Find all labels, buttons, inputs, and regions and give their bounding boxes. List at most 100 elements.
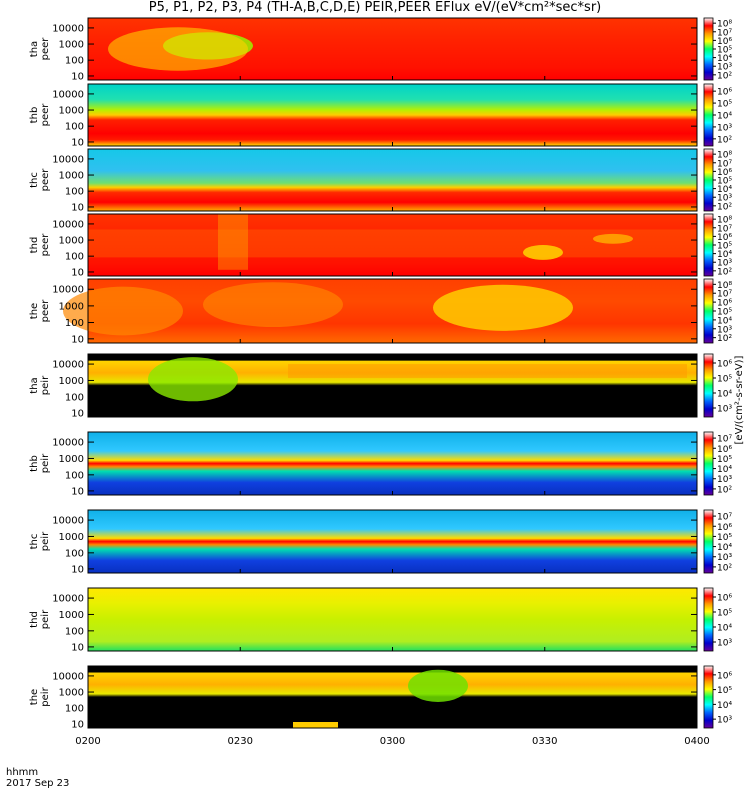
colorbar-tick-label: 10⁶ (717, 88, 732, 98)
panel-label: thbpeir (29, 453, 51, 473)
y-tick-label: 10 (71, 408, 84, 419)
colorbar-tick-label: 10⁶ (717, 37, 732, 47)
colorbar-tick-label: 10⁵ (717, 177, 732, 187)
colorbar (703, 213, 714, 277)
y-tick-label: 10 (71, 202, 84, 213)
date-label: 2017 Sep 23 (6, 778, 70, 789)
y-tick-label: 10000 (52, 219, 84, 230)
x-tick-label: 0200 (75, 736, 100, 747)
colorbar-tick-label: 10⁷ (717, 159, 732, 169)
heatmap-the-peer (88, 279, 697, 343)
y-tick-label: 1000 (59, 171, 84, 182)
colorbar-tick-label: 10⁸ (717, 281, 732, 291)
panel-label-product: peir (40, 375, 51, 395)
colorbar-tick-label: 10³ (717, 553, 732, 563)
y-tick-label: 10000 (52, 671, 84, 682)
colorbar-tick-label: 10³ (717, 325, 732, 335)
y-tick-label: 1000 (59, 376, 84, 387)
colorbar-tick-label: 10⁴ (717, 112, 732, 122)
heatmap-thb-peer (88, 84, 697, 146)
x-tick-label: 0330 (532, 736, 557, 747)
panel-label-probe: tha (29, 41, 40, 57)
panel-label: thdpeer (29, 233, 51, 257)
colorbar-tick-label: 10⁴ (717, 701, 732, 711)
feature-orange-band (88, 229, 697, 258)
panel-label-probe: thd (29, 237, 40, 254)
colorbar-tick-label: 10³ (717, 475, 732, 485)
panel-label: thcpeir (29, 531, 51, 551)
y-tick-label: 10 (71, 564, 84, 575)
y-tick-label: 10000 (52, 438, 84, 449)
feature-yellow-region (108, 27, 248, 71)
colorbar-tick-label: 10⁴ (717, 316, 732, 326)
time-axis-label: hhmm (6, 767, 39, 778)
x-tick-label: 0400 (684, 736, 709, 747)
panel-label-product: peir (40, 531, 51, 551)
feature-yellow-patch (523, 245, 563, 260)
y-tick-label: 10000 (52, 154, 84, 165)
panel-label-product: peer (40, 168, 51, 192)
chart-title: P5, P1, P2, P3, P4 (TH-A,B,C,D,E) PEIR,P… (148, 0, 602, 15)
feature-green-burst (148, 357, 238, 402)
panel-label-probe: the (29, 303, 40, 319)
colorbar-tick-label: 10³ (717, 405, 732, 415)
panel-label-probe: thc (29, 534, 40, 550)
y-tick-label: 10000 (52, 89, 84, 100)
colorbar-tick-label: 10⁵ (717, 242, 732, 252)
colorbar (703, 278, 714, 344)
y-tick-label: 1000 (59, 454, 84, 465)
y-tick-label: 1000 (59, 301, 84, 312)
panel-label: thapeir (29, 375, 51, 395)
colorbar-tick-label: 10⁷ (717, 513, 732, 523)
colorbar (703, 17, 714, 81)
colorbar-tick-label: 10⁴ (717, 543, 732, 553)
colorbar-tick-label: 10⁷ (717, 435, 732, 445)
y-tick-label: 100 (65, 187, 84, 198)
panel-label: thcpeer (29, 168, 51, 192)
colorbar-tick-label: 10⁷ (717, 28, 732, 38)
y-tick-label: 10 (71, 71, 84, 82)
colorbar-tick-label: 10⁵ (717, 533, 732, 543)
colorbar-tick-label: 10⁴ (717, 185, 732, 195)
colorbar (703, 587, 714, 652)
y-tick-label: 10 (71, 486, 84, 497)
y-tick-label: 10 (71, 137, 84, 148)
y-tick-label: 10000 (52, 360, 84, 371)
panel-label-probe: thd (29, 611, 40, 628)
colorbar-tick-label: 10³ (717, 716, 732, 726)
y-tick-label: 100 (65, 548, 84, 559)
y-tick-label: 10 (71, 334, 84, 345)
y-tick-label: 100 (65, 252, 84, 263)
y-tick-label: 10 (71, 719, 84, 730)
colorbar-tick-label: 10⁶ (717, 233, 732, 243)
colorbar-tick-label: 10⁷ (717, 224, 732, 234)
colorbar-tick-label: 10⁴ (717, 465, 732, 475)
y-tick-label: 10000 (52, 516, 84, 527)
colorbar-tick-label: 10⁴ (717, 54, 732, 64)
panel-label-product: peer (40, 299, 51, 323)
colorbar (703, 83, 714, 147)
colorbar (703, 665, 714, 729)
panel-label-product: peir (40, 453, 51, 473)
panel-label: thdpeir (29, 609, 51, 629)
y-tick-label: 10000 (52, 594, 84, 605)
panel-label: thbpeer (29, 103, 51, 127)
y-tick-label: 10 (71, 267, 84, 278)
colorbar-tick-label: 10⁶ (717, 671, 732, 681)
y-tick-label: 10000 (52, 23, 84, 34)
panel-thc-peer: 10100100010000thcpeer10²10³10⁴10⁵10⁶10⁷1… (29, 148, 732, 213)
panel-the-peer: 10100100010000thepeer10²10³10⁴10⁵10⁶10⁷1… (29, 278, 732, 345)
colorbar-tick-label: 10⁵ (717, 686, 732, 696)
panel-label-product: peer (40, 233, 51, 257)
heatmap-thd-peir (88, 588, 697, 651)
colorbar-tick-label: 10⁵ (717, 455, 732, 465)
feature-orange-region-2 (203, 282, 343, 327)
panel-tha-peer: 10100100010000thapeer10²10³10⁴10⁵10⁶10⁷1… (29, 17, 732, 82)
y-tick-label: 1000 (59, 236, 84, 247)
panel-label-probe: thb (29, 455, 40, 472)
